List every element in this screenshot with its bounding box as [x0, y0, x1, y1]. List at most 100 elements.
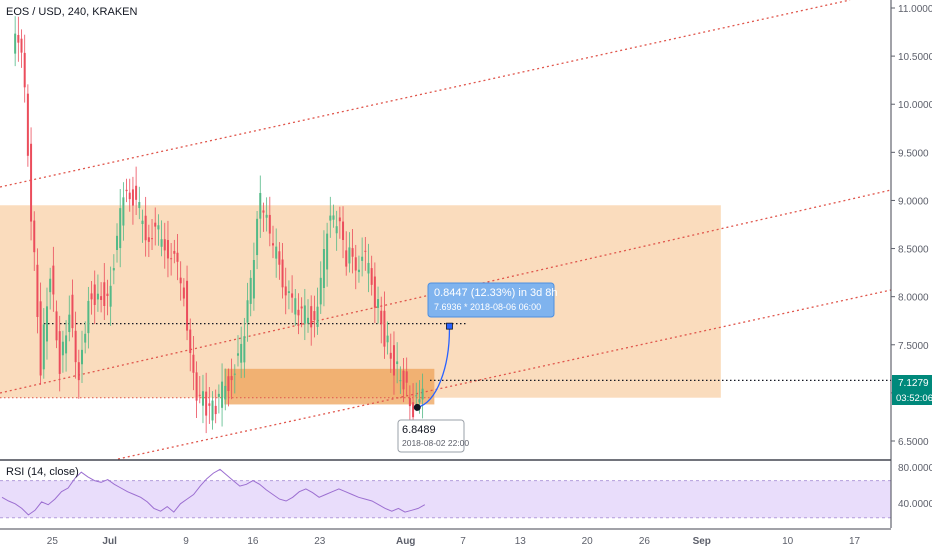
candle-body [221, 381, 224, 408]
candle-body [421, 388, 424, 400]
candle-body [351, 248, 354, 257]
candle-body [42, 324, 45, 370]
countdown-value: 03:52:06 [896, 393, 932, 404]
candle-body [96, 293, 99, 300]
last-price-badge: 7.1279 03:52:06 [892, 375, 932, 405]
rsi-tick-40: 40.0000 [898, 499, 932, 510]
candle-body [364, 250, 367, 252]
candle-body [119, 208, 122, 249]
candle-body [186, 280, 189, 331]
candle-body [316, 306, 319, 327]
candle-body [45, 306, 48, 342]
candle-body [335, 226, 338, 234]
candle-body [383, 310, 386, 347]
candle-body [249, 277, 252, 304]
candle-body [281, 259, 284, 288]
rectangle-zone-small[interactable] [224, 368, 435, 405]
candle-body [272, 243, 274, 246]
channel-line-top[interactable] [0, 0, 851, 188]
candle-body [198, 394, 201, 396]
candle-body [300, 306, 303, 309]
candle-body [26, 93, 29, 156]
candle-body [141, 220, 144, 225]
candle-body [61, 341, 64, 356]
candle-body [176, 252, 179, 262]
candle-body [74, 330, 77, 363]
candle-body [144, 215, 147, 241]
price-tick-label: 8.5000 [898, 245, 929, 256]
measure-arrow[interactable] [417, 329, 451, 409]
candle-body [307, 317, 310, 324]
candle-body [233, 373, 236, 375]
candle-body [313, 311, 316, 321]
candle-body [373, 276, 376, 308]
candle-body [135, 185, 138, 200]
candle-body [246, 300, 249, 323]
candle-body [39, 301, 42, 376]
low-label-date: 2018-08-02 22:00 [402, 438, 469, 448]
candle-body [182, 287, 185, 299]
candle-body [319, 277, 322, 305]
candle-body [71, 294, 74, 329]
candle-body [112, 268, 115, 271]
candle-body [23, 52, 26, 88]
time-tick-label: 16 [247, 536, 259, 547]
candle-body [68, 314, 71, 333]
candle-body [259, 192, 262, 219]
candle-body [268, 214, 271, 234]
candle-body [214, 405, 217, 415]
measure-label: 0.8447 (12.33%) in 3d 8h 7.6936 * 2018-0… [427, 282, 558, 318]
candle-body [81, 349, 83, 365]
measure-start-point[interactable] [413, 403, 421, 411]
channel-line-bottom[interactable] [117, 289, 892, 460]
candle-body [154, 222, 157, 227]
candle-body [230, 376, 233, 381]
candle-body [179, 277, 182, 284]
candle-body [297, 309, 300, 316]
candle-body [77, 362, 80, 381]
measure-label-main: 0.8447 (12.33%) in 3d 8h [434, 287, 558, 299]
candle-body [211, 400, 214, 421]
price-axis[interactable] [891, 0, 932, 528]
candle-body [415, 395, 418, 397]
price-tick-label: 10.5000 [898, 52, 932, 63]
candle-body [138, 202, 141, 209]
time-tick-label: Aug [396, 536, 415, 547]
time-tick-label: 25 [47, 536, 59, 547]
candle-body [418, 399, 421, 403]
candle-body [192, 354, 195, 373]
candle-body [90, 293, 93, 300]
candle-body [217, 393, 220, 397]
candle-body [345, 250, 348, 267]
candle-body [17, 34, 20, 43]
price-tick-label: 9.5000 [898, 148, 929, 159]
candle-body [392, 345, 395, 376]
candle-body [265, 214, 268, 218]
candle-body [125, 189, 128, 192]
candle-body [338, 217, 341, 222]
time-tick-label: 10 [782, 536, 794, 547]
candle-body [93, 284, 96, 305]
time-axis[interactable] [0, 529, 932, 550]
price-tick-label: 8.0000 [898, 293, 929, 304]
rsi-title: RSI (14, close) [6, 466, 79, 478]
candle-body [386, 335, 389, 343]
last-price-value: 7.1279 [898, 378, 929, 389]
price-tick-label: 7.5000 [898, 341, 929, 352]
time-tick-label: 13 [515, 536, 527, 547]
candle-body [278, 251, 281, 265]
candle-body [87, 300, 90, 334]
candle-body [342, 221, 345, 240]
candle-body [243, 336, 246, 363]
candle-body [65, 335, 68, 354]
candle-body [377, 299, 380, 308]
low-label: 6.8489 2018-08-02 22:00 [397, 419, 469, 453]
candle-body [84, 333, 87, 343]
candle-body [256, 218, 259, 256]
candle-body [109, 285, 112, 307]
measure-label-box [427, 282, 555, 318]
candle-body [103, 282, 106, 306]
measure-end-point[interactable] [446, 322, 453, 330]
candles-group [14, 16, 424, 434]
